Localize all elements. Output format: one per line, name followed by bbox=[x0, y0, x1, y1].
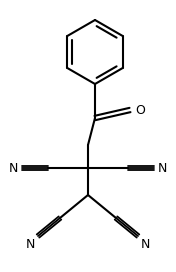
Text: N: N bbox=[9, 162, 18, 175]
Text: O: O bbox=[135, 104, 145, 116]
Text: N: N bbox=[158, 162, 167, 175]
Text: N: N bbox=[141, 238, 150, 251]
Text: N: N bbox=[26, 238, 35, 251]
